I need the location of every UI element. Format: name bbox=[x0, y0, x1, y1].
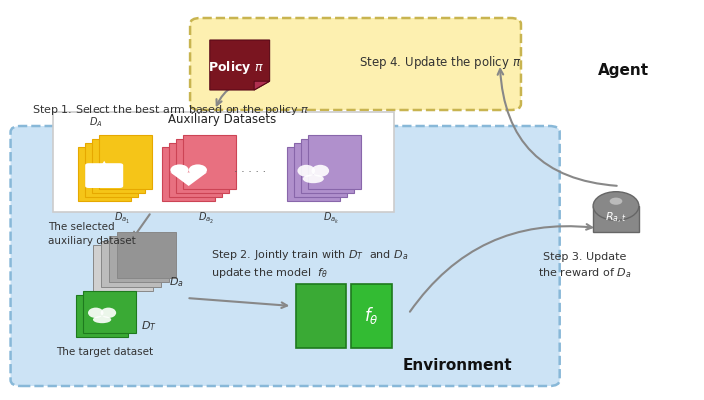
Text: Step 3. Update
the reward of $D_a$: Step 3. Update the reward of $D_a$ bbox=[538, 252, 631, 280]
Text: $D_A$: $D_A$ bbox=[89, 115, 103, 129]
Text: Environment: Environment bbox=[403, 358, 513, 374]
Text: $D_{a_2}$: $D_{a_2}$ bbox=[198, 211, 215, 226]
FancyBboxPatch shape bbox=[101, 240, 161, 286]
FancyBboxPatch shape bbox=[593, 206, 639, 232]
Text: The target dataset: The target dataset bbox=[56, 347, 153, 357]
Text: Auxiliary Datasets: Auxiliary Datasets bbox=[168, 114, 276, 126]
Polygon shape bbox=[210, 40, 270, 90]
FancyBboxPatch shape bbox=[163, 147, 215, 201]
Ellipse shape bbox=[593, 192, 639, 220]
Text: Step 2. Jointly train with $D_T$  and $D_a$
update the model  $f_{\theta}$: Step 2. Jointly train with $D_T$ and $D_… bbox=[211, 248, 408, 280]
Ellipse shape bbox=[105, 166, 120, 180]
FancyBboxPatch shape bbox=[93, 245, 153, 291]
Polygon shape bbox=[170, 172, 207, 186]
FancyBboxPatch shape bbox=[82, 291, 135, 333]
FancyBboxPatch shape bbox=[294, 143, 347, 197]
FancyBboxPatch shape bbox=[92, 139, 144, 193]
FancyBboxPatch shape bbox=[84, 143, 137, 197]
Text: $R_{a,t}$: $R_{a,t}$ bbox=[605, 210, 627, 226]
FancyBboxPatch shape bbox=[76, 295, 128, 337]
FancyBboxPatch shape bbox=[99, 135, 152, 189]
Ellipse shape bbox=[303, 174, 324, 183]
Text: $D_{a_k}$: $D_{a_k}$ bbox=[322, 211, 339, 226]
FancyBboxPatch shape bbox=[108, 236, 169, 282]
Text: Agent: Agent bbox=[598, 62, 648, 78]
FancyArrow shape bbox=[100, 161, 108, 184]
Text: $D_{a_1}$: $D_{a_1}$ bbox=[113, 211, 130, 226]
FancyBboxPatch shape bbox=[183, 135, 237, 189]
Text: The selected
auxiliary dataset: The selected auxiliary dataset bbox=[48, 222, 136, 246]
FancyBboxPatch shape bbox=[308, 135, 360, 189]
FancyBboxPatch shape bbox=[85, 163, 123, 188]
FancyBboxPatch shape bbox=[170, 143, 222, 197]
FancyBboxPatch shape bbox=[190, 18, 521, 110]
Ellipse shape bbox=[101, 308, 116, 318]
Ellipse shape bbox=[88, 166, 103, 180]
FancyBboxPatch shape bbox=[116, 232, 176, 278]
Text: Policy $\pi$: Policy $\pi$ bbox=[208, 58, 264, 76]
Ellipse shape bbox=[311, 165, 329, 177]
FancyBboxPatch shape bbox=[11, 126, 560, 386]
FancyBboxPatch shape bbox=[77, 147, 130, 201]
Polygon shape bbox=[254, 81, 270, 90]
FancyBboxPatch shape bbox=[301, 139, 354, 193]
Text: $D_T$: $D_T$ bbox=[141, 319, 157, 333]
FancyBboxPatch shape bbox=[287, 147, 340, 201]
Ellipse shape bbox=[170, 164, 189, 176]
Ellipse shape bbox=[297, 165, 315, 177]
Ellipse shape bbox=[189, 164, 207, 176]
Ellipse shape bbox=[88, 308, 103, 318]
FancyBboxPatch shape bbox=[351, 284, 392, 348]
FancyBboxPatch shape bbox=[53, 112, 394, 212]
Text: · · · · ·: · · · · · bbox=[234, 167, 266, 177]
Ellipse shape bbox=[610, 198, 622, 205]
FancyBboxPatch shape bbox=[296, 284, 346, 348]
FancyBboxPatch shape bbox=[176, 139, 230, 193]
Text: $f_{\theta}$: $f_{\theta}$ bbox=[364, 306, 379, 326]
Text: $D_a$: $D_a$ bbox=[169, 275, 184, 289]
Text: Step 4. Update the policy $\pi$: Step 4. Update the policy $\pi$ bbox=[359, 54, 522, 71]
Text: Step 1. Select the best arm based on the policy $\pi$: Step 1. Select the best arm based on the… bbox=[32, 103, 309, 117]
Ellipse shape bbox=[93, 316, 111, 323]
